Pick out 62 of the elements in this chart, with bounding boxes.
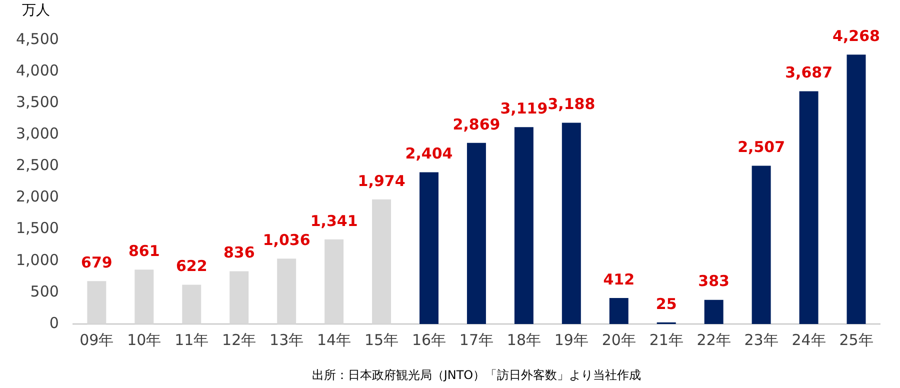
- bar: [704, 300, 724, 324]
- bar: [134, 270, 154, 324]
- bar: [182, 284, 202, 324]
- bar: [277, 258, 296, 324]
- x-tick-label: 16年: [412, 330, 446, 349]
- data-label: 3,119: [500, 100, 548, 118]
- data-label: 861: [128, 242, 160, 260]
- x-tick-label: 12年: [222, 330, 256, 349]
- x-tick-label: 22年: [696, 330, 731, 349]
- y-tick-label: 3,000: [16, 124, 59, 143]
- y-axis-title: 万人: [22, 2, 50, 19]
- y-tick-label: 2,500: [16, 156, 59, 174]
- bar: [514, 127, 534, 324]
- x-tick-label: 23年: [744, 330, 778, 349]
- x-tick-label: 24年: [792, 330, 826, 349]
- y-tick-label: 1,000: [16, 250, 59, 269]
- y-tick-label: 3,500: [16, 93, 59, 111]
- x-tick-label: 18年: [506, 330, 541, 349]
- y-tick-label: 2,000: [16, 188, 59, 206]
- data-label: 2,507: [738, 138, 786, 156]
- bar: [466, 142, 486, 324]
- data-label: 3,687: [785, 64, 833, 82]
- x-tick-label: 09年: [80, 330, 114, 349]
- data-label: 836: [223, 244, 255, 262]
- bar: [846, 54, 866, 324]
- y-tick-label: 500: [30, 282, 59, 300]
- x-tick-label: 17年: [459, 330, 494, 349]
- x-tick-label: 25年: [839, 330, 874, 349]
- bar: [230, 271, 249, 324]
- data-label: 25: [656, 294, 677, 313]
- data-label: 1,974: [358, 172, 406, 190]
- data-label: 1,341: [310, 212, 358, 230]
- bar: [562, 122, 581, 324]
- x-tick-label: 19年: [554, 330, 588, 349]
- data-label: 383: [698, 272, 730, 290]
- bar: [372, 199, 392, 324]
- x-tick-label: 11年: [174, 330, 209, 349]
- data-label: 622: [176, 257, 208, 276]
- x-tick-label: 14年: [317, 330, 352, 349]
- bar: [324, 239, 344, 324]
- y-tick-label: 0: [49, 314, 59, 332]
- bar: [752, 166, 771, 324]
- y-tick-label: 4,000: [16, 61, 59, 80]
- y-tick-label: 4,500: [16, 30, 59, 48]
- bar: [799, 91, 818, 324]
- data-label: 412: [603, 270, 635, 288]
- data-label: 1,036: [262, 231, 310, 250]
- x-tick-label: 21年: [649, 330, 684, 349]
- data-label: 3,188: [548, 95, 596, 114]
- data-label: 679: [81, 254, 112, 272]
- y-tick-label: 1,500: [16, 219, 59, 238]
- data-label: 2,869: [452, 115, 500, 134]
- text: 出所：日本政府観光局（JNTO）「訪日外客数」より当社作成: [312, 368, 642, 382]
- x-tick-label: 20年: [602, 330, 636, 349]
- x-tick-label: 13年: [270, 330, 304, 349]
- x-tick-label: 10年: [127, 330, 162, 349]
- data-label: 4,268: [832, 27, 880, 46]
- bar: [609, 298, 628, 324]
- bar: [87, 281, 106, 324]
- data-label: 2,404: [405, 144, 453, 163]
- x-tick-label: 15年: [364, 330, 399, 349]
- bar: [420, 172, 438, 324]
